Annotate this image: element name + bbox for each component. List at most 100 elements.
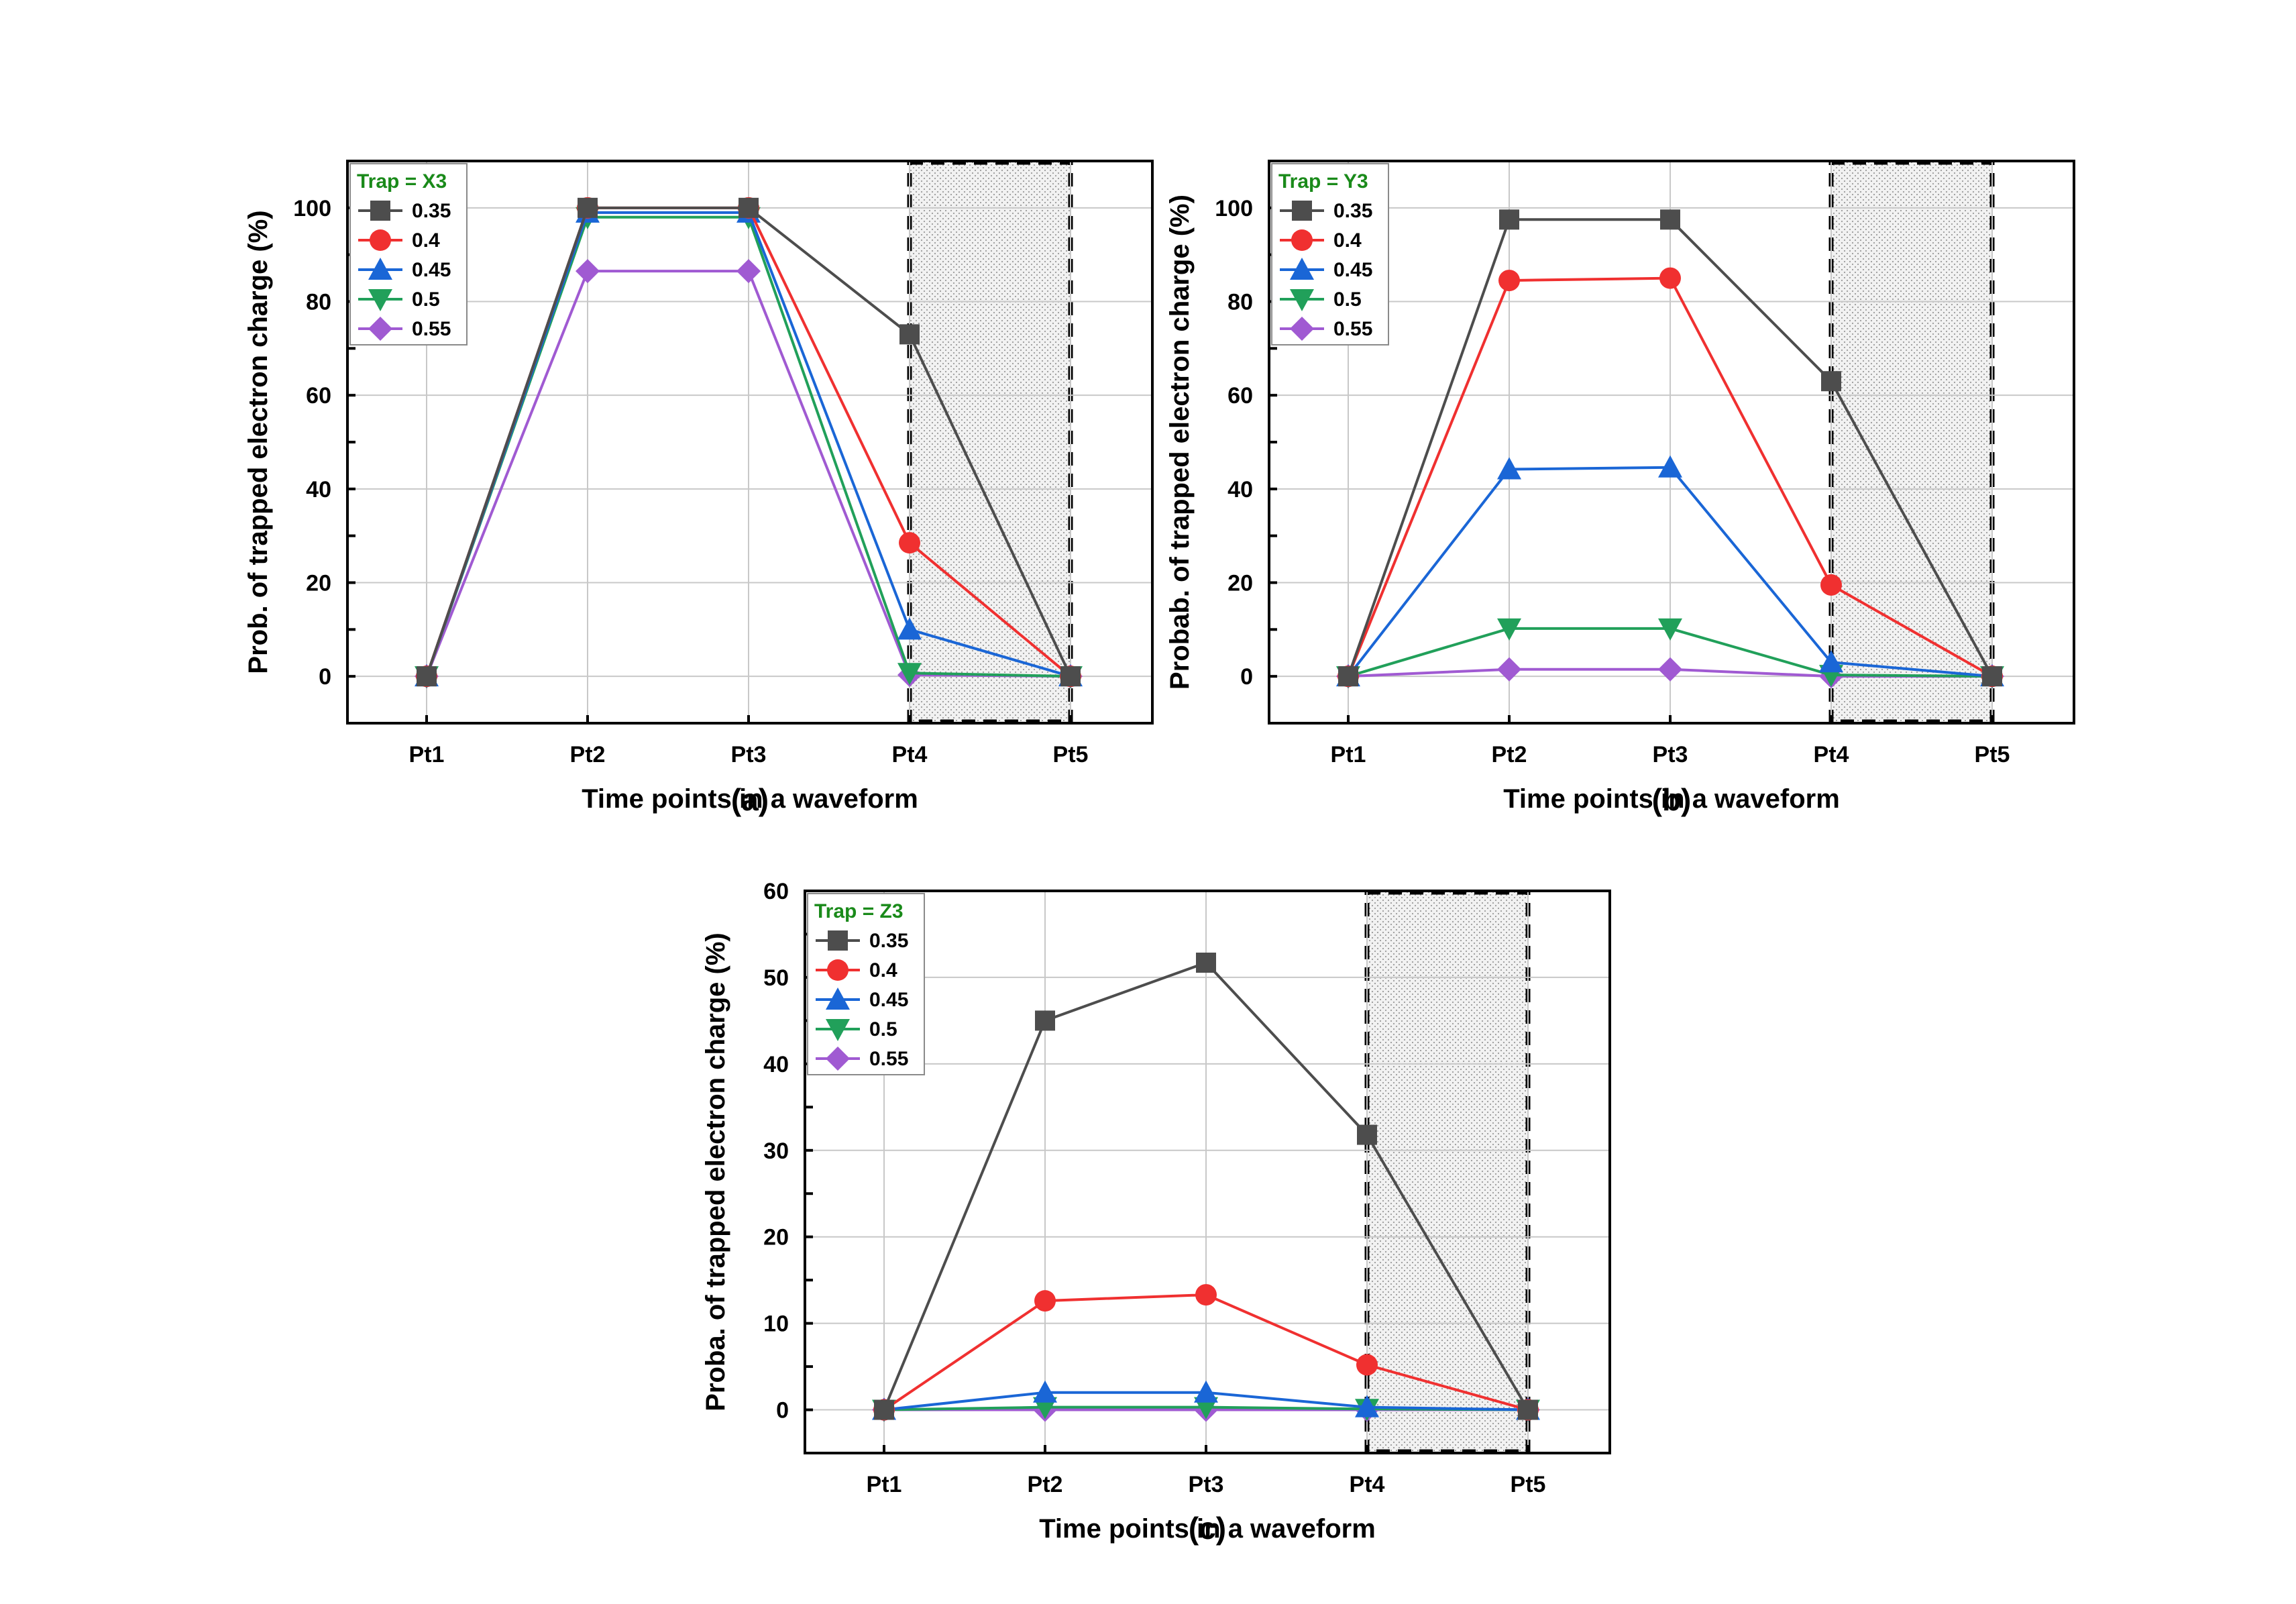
legend-entry-label: 0.45	[869, 989, 908, 1011]
legend-entry-label: 0.5	[869, 1018, 897, 1040]
data-point-0.45	[1497, 457, 1521, 480]
data-point-0.35	[1357, 1124, 1377, 1145]
data-point-0.45	[1819, 650, 1843, 673]
y-tick-label: 60	[1227, 383, 1253, 409]
y-axis-title: Prob. of trapped electron charge (%)	[243, 210, 273, 674]
data-point-0.45	[897, 617, 922, 640]
chart-panel-a: 0 20 40 60 80 100 Pt1 Pt2 Pt3 Pt4 Pt5 Time points i…	[243, 160, 1154, 817]
legend-entry-label: 0.35	[412, 200, 451, 222]
legend-box	[1271, 163, 1389, 345]
y-tick-label: 0	[1240, 664, 1253, 690]
legend-box	[349, 163, 468, 345]
data-point-0.55	[576, 259, 600, 284]
data-point-0.5	[1194, 1397, 1218, 1420]
data-point-0.35	[1338, 666, 1358, 687]
legend-marker-0.55	[1290, 317, 1314, 341]
x-tick-label: Pt5	[1975, 742, 2010, 767]
y-axis-title: Proba. of trapped electron charge (%)	[701, 932, 730, 1411]
legend-entry-label: 0.55	[412, 318, 451, 340]
legend-entry-label: 0.4	[1333, 229, 1362, 252]
legend-marker-0.35	[828, 930, 848, 951]
y-tick-label: 40	[306, 477, 331, 502]
x-tick-label: Pt2	[1028, 1472, 1063, 1497]
data-point-0.4	[1195, 1284, 1217, 1306]
chart-panel-b: 0 20 40 60 80 100 Pt1 Pt2 Pt3 Pt4 Pt5 Time points i…	[1165, 160, 2075, 817]
legend-box	[807, 893, 925, 1075]
y-tick-label: 0	[319, 664, 331, 690]
legend-marker-0.4	[827, 959, 849, 981]
data-point-0.35	[1982, 666, 2002, 687]
legend-title: Trap = X3	[357, 170, 447, 193]
legend-entry-label: 0.55	[869, 1048, 908, 1070]
legend-marker-0.5	[368, 289, 392, 311]
x-tick-label: Pt3	[1653, 742, 1688, 767]
data-point-0.35	[1499, 209, 1519, 230]
legend-marker-0.35	[370, 201, 390, 221]
legend-entry-label: 0.45	[1333, 259, 1372, 281]
x-tick-label: Pt2	[570, 742, 606, 767]
legend-marker-0.45	[1290, 258, 1314, 280]
data-point-0.55	[1658, 657, 1682, 682]
legend-marker-0.55	[826, 1047, 850, 1071]
y-tick-label: 100	[293, 196, 331, 221]
x-tick-label: Pt3	[731, 742, 767, 767]
legend-entry-label: 0.35	[1333, 200, 1372, 222]
data-point-0.4	[1820, 574, 1842, 596]
data-point-0.45	[1355, 1395, 1379, 1418]
data-point-0.4	[1659, 267, 1681, 289]
data-point-0.45	[1658, 455, 1682, 478]
x-axis-title: Time points in a waveform	[1039, 1514, 1376, 1544]
y-tick-label: 30	[763, 1138, 789, 1164]
y-tick-label: 20	[1227, 571, 1253, 596]
x-tick-label: Pt3	[1189, 1472, 1224, 1497]
highlight-region	[1828, 160, 1995, 725]
y-tick-label: 60	[306, 383, 331, 409]
legend-marker-0.4	[370, 229, 391, 251]
y-tick-label: 0	[776, 1398, 789, 1424]
data-point-0.35	[739, 197, 759, 218]
legend-entry-label: 0.35	[869, 930, 908, 952]
x-axis-title: Time points in a waveform	[582, 784, 918, 814]
x-tick-label: Pt2	[1492, 742, 1527, 767]
x-tick-label: Pt5	[1053, 742, 1089, 767]
data-point-0.5	[1497, 618, 1521, 641]
legend-title: Trap = Y3	[1278, 170, 1368, 193]
data-point-0.55	[1497, 657, 1521, 682]
y-tick-label: 100	[1215, 196, 1253, 221]
x-tick-label: Pt1	[409, 742, 445, 767]
legend-marker-0.4	[1291, 229, 1313, 251]
legend-entry-label: 0.55	[1333, 318, 1372, 340]
panel-label: (c)	[1189, 1511, 1226, 1546]
x-axis-title: Time points in a waveform	[1503, 784, 1840, 814]
legend-entry-label: 0.5	[412, 288, 440, 311]
data-point-0.4	[1356, 1354, 1378, 1376]
legend-entry-label: 0.4	[412, 229, 440, 252]
legend-marker-0.5	[826, 1019, 850, 1041]
panel-label: (b)	[1652, 782, 1692, 817]
panel-label: (a)	[731, 782, 769, 817]
x-tick-label: Pt1	[1331, 742, 1366, 767]
legend-marker-0.35	[1292, 201, 1312, 221]
data-point-0.45	[1194, 1380, 1218, 1403]
legend-marker-0.45	[826, 987, 850, 1010]
data-point-0.5	[1033, 1397, 1057, 1420]
legend-marker-0.45	[368, 258, 392, 280]
y-tick-label: 40	[763, 1052, 789, 1077]
y-tick-label: 60	[763, 879, 789, 904]
x-tick-label: Pt4	[1350, 1472, 1385, 1497]
data-point-0.35	[1035, 1010, 1055, 1031]
data-point-0.35	[1196, 953, 1216, 973]
y-tick-label: 80	[1227, 290, 1253, 315]
x-tick-label: Pt1	[867, 1472, 902, 1497]
data-point-0.5	[897, 663, 922, 686]
legend-marker-0.55	[368, 317, 392, 341]
legend-entry-label: 0.45	[412, 259, 451, 281]
legend-title: Trap = Z3	[814, 900, 904, 922]
y-tick-label: 50	[763, 965, 789, 991]
legend-entry-label: 0.5	[1333, 288, 1362, 311]
y-axis-title: Probab. of trapped electron charge (%)	[1165, 195, 1195, 690]
highlight-region	[907, 160, 1073, 725]
data-point-0.35	[1821, 371, 1841, 392]
data-point-0.55	[736, 259, 761, 284]
